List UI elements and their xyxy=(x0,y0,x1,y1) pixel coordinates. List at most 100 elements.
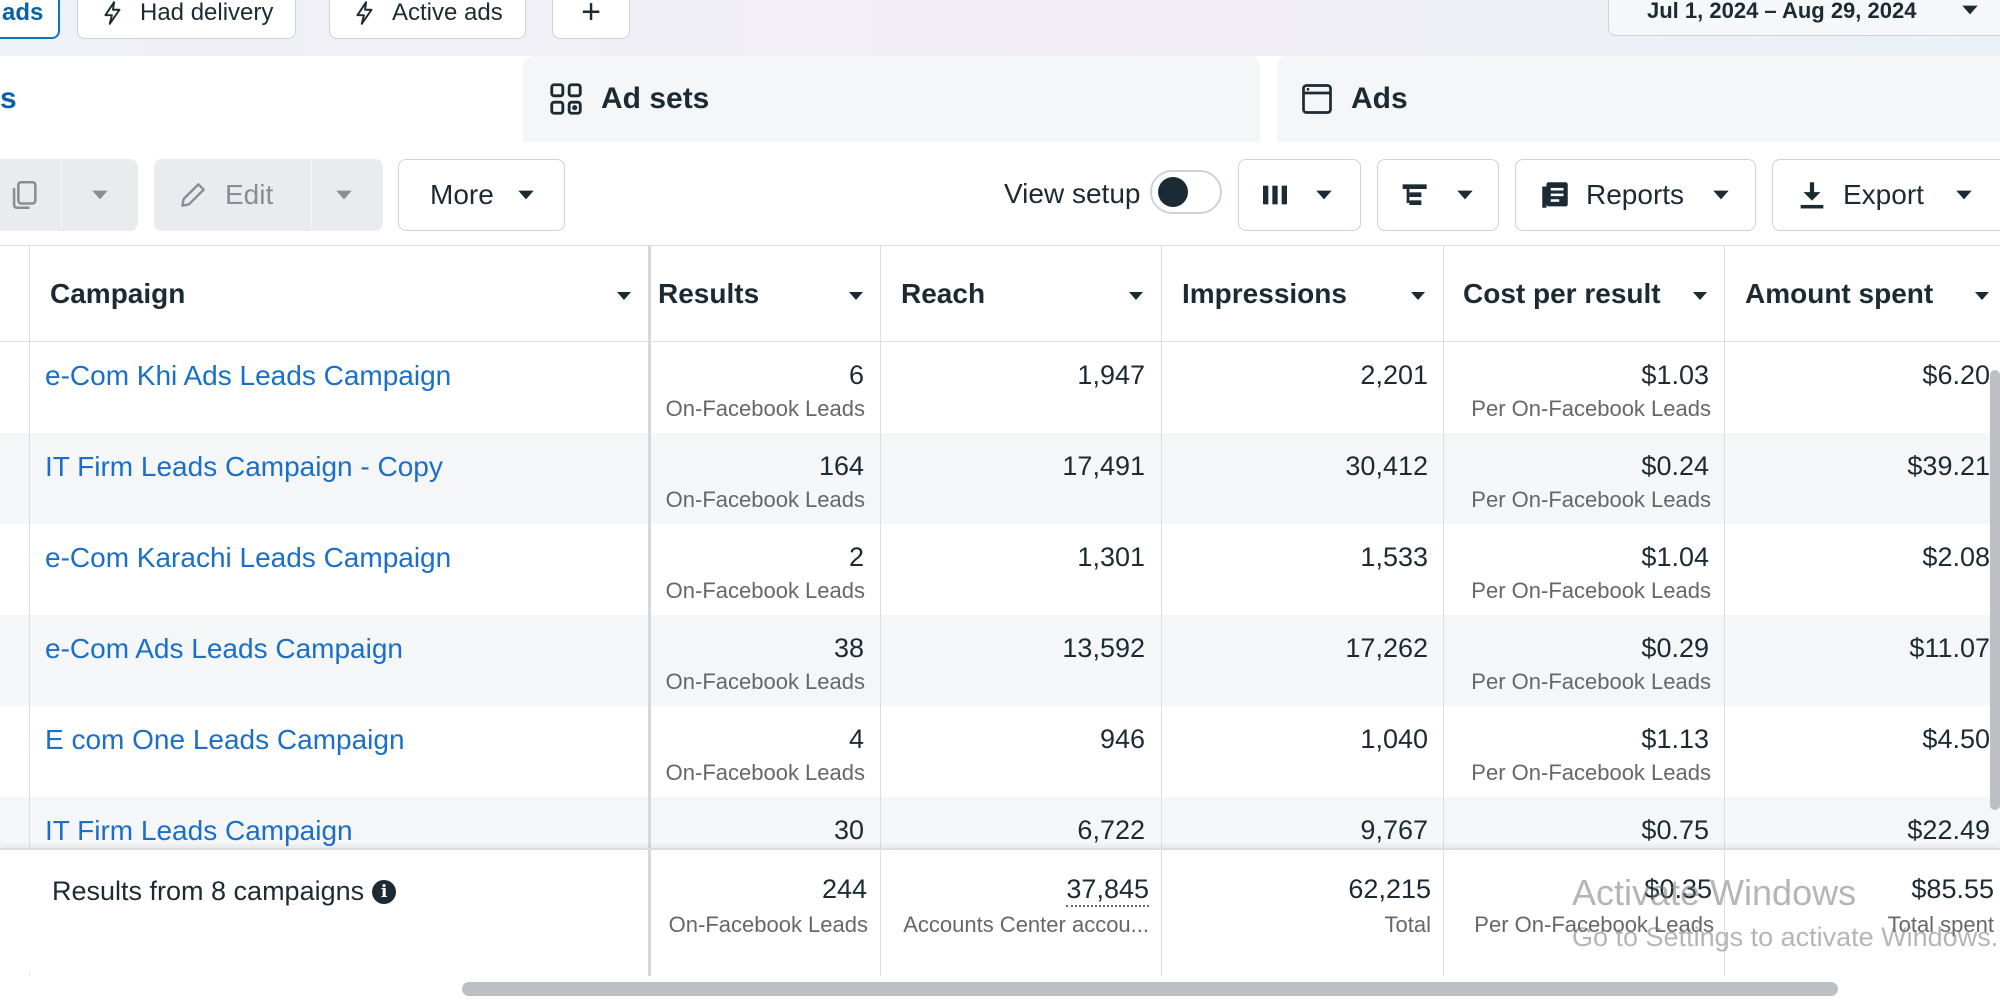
amount-spent-value: $2.08 xyxy=(1922,542,1990,572)
impressions-value: 1,533 xyxy=(1360,542,1428,572)
sort-caret-icon[interactable] xyxy=(614,286,634,306)
totals-label: Results from 8 campaigns i xyxy=(52,876,397,907)
campaign-name-link[interactable]: e-Com Karachi Leads Campaign xyxy=(45,542,452,573)
column-divider[interactable] xyxy=(1443,246,1444,976)
amount-spent-value: $39.21 xyxy=(1907,451,1990,481)
horizontal-scrollbar[interactable] xyxy=(462,982,1838,996)
cost-type: Per On-Facebook Leads xyxy=(1471,487,1711,512)
reports-label: Reports xyxy=(1586,179,1685,210)
bolt-icon xyxy=(356,0,373,25)
cost-type: Per On-Facebook Leads xyxy=(1471,396,1711,421)
column-header-label: Impressions xyxy=(1182,278,1347,309)
sort-caret-icon[interactable] xyxy=(1972,286,1992,306)
results-type: On-Facebook Leads xyxy=(665,760,865,785)
amount-spent-value: $4.50 xyxy=(1922,724,1990,754)
more-label: More xyxy=(430,179,494,210)
column-divider xyxy=(1724,850,1725,976)
tab-ads-label: Ads xyxy=(1351,82,1408,115)
edit-button[interactable]: Edit xyxy=(154,159,383,231)
had-delivery-label: Had delivery xyxy=(140,0,274,26)
results-value: 2 xyxy=(848,542,864,572)
impressions-value: 30,412 xyxy=(1345,451,1428,481)
campaign-name-link[interactable]: IT Firm Leads Campaign - Copy xyxy=(45,451,443,482)
table-row[interactable]: e-Com Ads Leads Campaign 38 On-Facebook … xyxy=(0,615,2000,706)
amount-spent-value: $22.49 xyxy=(1907,815,1990,845)
view-setup-toggle[interactable] xyxy=(1150,170,1222,214)
cost-type: Per On-Facebook Leads xyxy=(1471,669,1711,694)
cost-value: $0.29 xyxy=(1641,633,1709,663)
table-row[interactable]: IT Firm Leads Campaign - Copy 164 On-Fac… xyxy=(0,433,2000,524)
table-row[interactable]: E com One Leads Campaign 4 On-Facebook L… xyxy=(0,706,2000,797)
duplicate-button[interactable] xyxy=(0,159,138,231)
activate-windows-subtext: Go to Settings to activate Windows. xyxy=(1572,922,1999,952)
bolt-icon xyxy=(104,0,121,25)
campaign-name-link[interactable]: IT Firm Leads Campaign xyxy=(45,815,353,846)
reports-button[interactable]: Reports xyxy=(1515,159,1756,231)
campaigns-table: Campaign Results Reach Impressions Cost … xyxy=(0,246,2000,976)
tab-campaigns[interactable]: s xyxy=(0,56,507,142)
tab-campaigns-label: s xyxy=(0,82,17,115)
sort-caret-icon[interactable] xyxy=(846,286,866,306)
totals-row: Results from 8 campaigns i 244 On-Facebo… xyxy=(0,848,2000,976)
active-ads-chip[interactable]: Active ads xyxy=(329,0,526,39)
more-button[interactable]: More xyxy=(398,159,565,231)
total-amount-spent-type: Total spent xyxy=(1887,912,1994,937)
view-setup-label: View setup xyxy=(1004,178,1141,209)
campaign-name-link[interactable]: e-Com Ads Leads Campaign xyxy=(45,633,403,664)
results-value: 4 xyxy=(848,724,864,754)
column-header-reach[interactable]: Reach xyxy=(901,246,985,342)
columns-button[interactable] xyxy=(1238,159,1361,231)
column-divider xyxy=(1161,850,1162,976)
column-header-amount-spent[interactable]: Amount spent xyxy=(1745,246,1933,342)
total-cost-type: Per On-Facebook Leads xyxy=(1474,912,1714,937)
tab-ad-sets[interactable]: Ad sets xyxy=(523,56,1260,142)
column-divider[interactable] xyxy=(1724,246,1725,976)
ads-filter-chip[interactable]: ads xyxy=(0,0,60,39)
reach-value: 6,722 xyxy=(1077,815,1145,845)
info-icon[interactable]: i xyxy=(372,879,397,904)
date-range-picker[interactable]: Jul 1, 2024 – Aug 29, 2024 xyxy=(1608,0,2000,36)
edit-label: Edit xyxy=(225,179,274,210)
add-filter-button[interactable]: + xyxy=(552,0,630,39)
column-header-label: Results xyxy=(658,278,760,309)
column-header-impressions[interactable]: Impressions xyxy=(1182,246,1347,342)
ad-frame-icon xyxy=(1302,84,1332,114)
column-divider xyxy=(880,850,881,976)
chevron-down-icon[interactable] xyxy=(89,184,111,206)
sort-caret-icon[interactable] xyxy=(1690,286,1710,306)
cost-value: $0.24 xyxy=(1641,451,1709,481)
column-header-results[interactable]: Results xyxy=(658,246,759,342)
column-divider[interactable] xyxy=(1161,246,1162,976)
vertical-scrollbar[interactable] xyxy=(1990,370,2000,810)
total-reach[interactable]: 37,845 xyxy=(1066,874,1149,907)
tab-ads[interactable]: Ads xyxy=(1277,56,2000,142)
campaign-name-link[interactable]: E com One Leads Campaign xyxy=(45,724,405,755)
column-divider xyxy=(29,246,30,976)
column-header-label: Campaign xyxy=(50,278,186,309)
reach-value: 946 xyxy=(1099,724,1145,754)
chevron-down-icon[interactable] xyxy=(333,184,355,206)
reports-icon xyxy=(1542,182,1568,208)
impressions-value: 2,201 xyxy=(1360,360,1428,390)
results-type: On-Facebook Leads xyxy=(665,669,865,694)
column-header-cost-per-result[interactable]: Cost per result xyxy=(1463,246,1661,342)
campaign-name-link[interactable]: e-Com Khi Ads Leads Campaign xyxy=(45,360,452,391)
amount-spent-value: $11.07 xyxy=(1909,633,1990,663)
active-ads-label: Active ads xyxy=(392,0,503,26)
column-header-label: Reach xyxy=(901,278,986,309)
column-header-label: Cost per result xyxy=(1463,278,1661,309)
had-delivery-chip[interactable]: Had delivery xyxy=(77,0,297,39)
column-header-campaign[interactable]: Campaign xyxy=(50,246,185,342)
table-row[interactable]: e-Com Karachi Leads Campaign 2 On-Facebo… xyxy=(0,524,2000,615)
chevron-down-icon xyxy=(518,190,534,200)
breakdown-button[interactable] xyxy=(1377,159,1499,231)
column-divider[interactable] xyxy=(880,246,881,976)
sort-caret-icon[interactable] xyxy=(1126,286,1146,306)
column-divider[interactable] xyxy=(648,246,651,976)
download-icon xyxy=(1800,182,1824,209)
table-row[interactable]: e-Com Khi Ads Leads Campaign 6 On-Facebo… xyxy=(0,342,2000,433)
sort-caret-icon[interactable] xyxy=(1408,286,1428,306)
table-header: Campaign Results Reach Impressions Cost … xyxy=(0,246,2000,342)
export-button[interactable]: Export xyxy=(1772,159,2000,231)
plus-icon: + xyxy=(581,0,601,31)
